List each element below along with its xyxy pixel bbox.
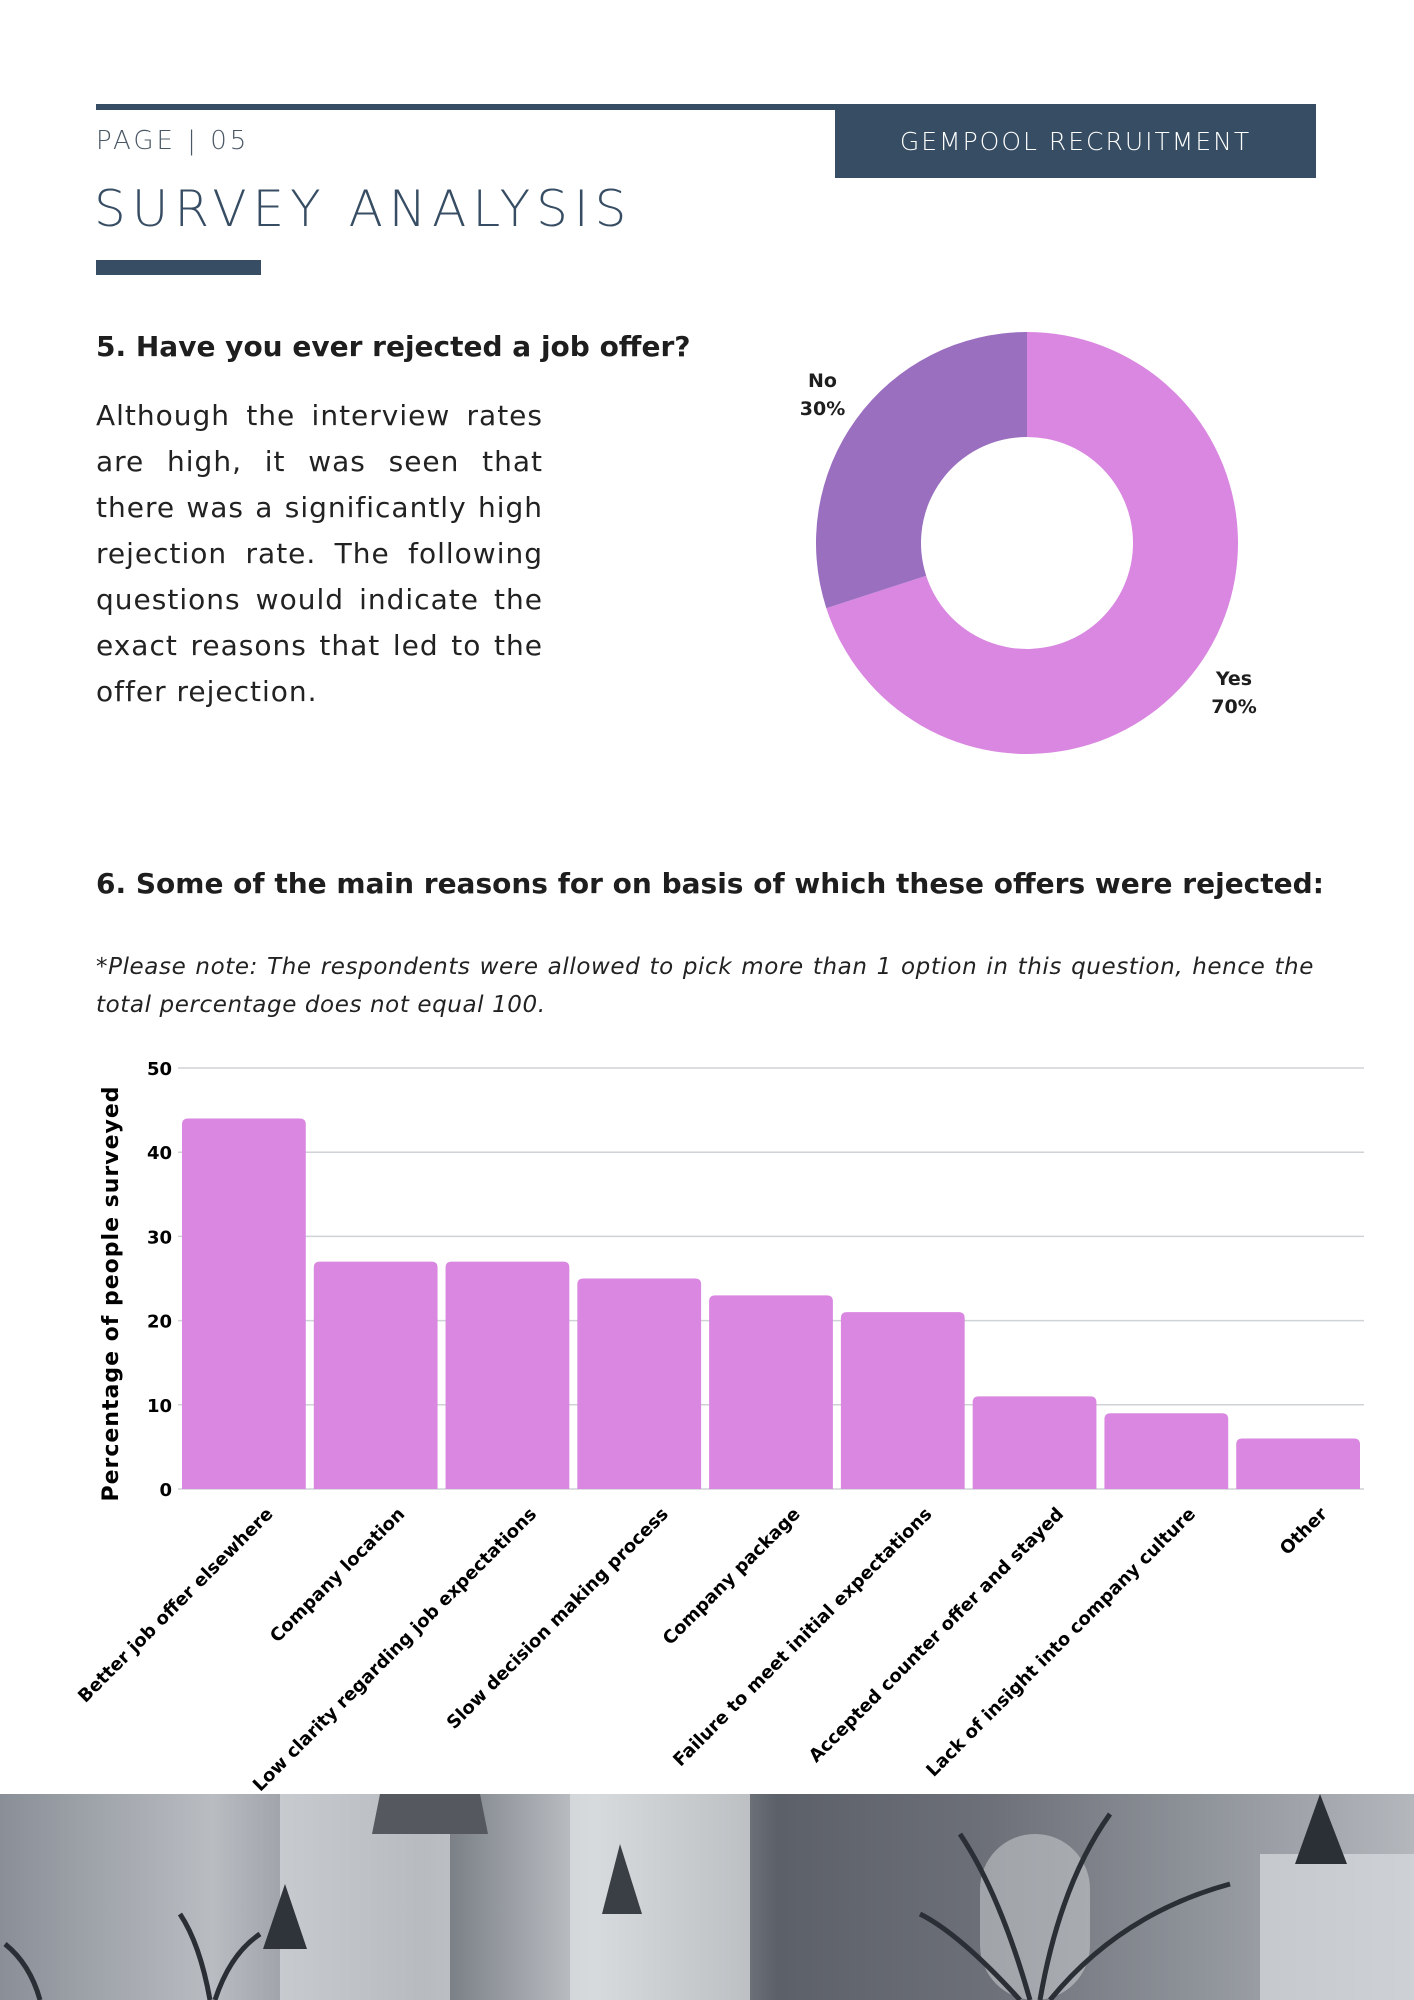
bar	[1236, 1438, 1360, 1489]
y-tick-label: 0	[159, 1480, 172, 1501]
bar	[840, 1312, 965, 1489]
donut-chart	[816, 332, 1238, 754]
slice-value: 30%	[799, 398, 846, 420]
bar	[182, 1118, 306, 1489]
bar	[445, 1261, 570, 1489]
bar	[1104, 1413, 1229, 1489]
y-axis-label: Percentage of people surveyed	[99, 1085, 124, 1501]
slice-name: No	[808, 370, 837, 392]
slice-name: Yes	[1215, 668, 1253, 690]
slice-value: 70%	[1211, 696, 1257, 718]
brand-banner: GEMPOOL RECRUITMENT	[835, 104, 1316, 178]
question-5-heading: 5. Have you ever rejected a job offer?	[96, 330, 691, 363]
y-tick-label: 50	[147, 1059, 172, 1080]
bar	[972, 1396, 1097, 1489]
x-tick-label: Accepted counter offer and stayed	[805, 1504, 1068, 1767]
bar-chart: 0 10 20 30 40 50 Percentage of people surveyed…	[74, 1059, 1364, 1796]
slice-label-no: No 30%	[790, 367, 855, 423]
x-tick-label: Better job offer elsewhere	[74, 1504, 277, 1707]
donut-slice-no	[816, 332, 1027, 609]
title-underline	[96, 260, 261, 275]
x-tick-label: Failure to meet initial expectations	[669, 1504, 936, 1771]
x-tick-label: Other	[1276, 1504, 1332, 1560]
x-tick-label: Low clarity regarding job expectations	[249, 1504, 541, 1796]
page-title: SURVEY ANALYSIS	[94, 180, 633, 238]
x-tick-label: Company location	[266, 1504, 409, 1647]
y-tick-label: 40	[147, 1143, 172, 1164]
y-tick-label: 10	[147, 1396, 172, 1417]
x-tick-label: Lack of insight into company culture	[922, 1504, 1200, 1782]
bar	[709, 1295, 833, 1489]
donut-slice-yes	[826, 332, 1238, 754]
y-tick-label: 30	[147, 1227, 172, 1248]
page-number: PAGE | 05	[96, 126, 250, 156]
y-tick-label: 20	[147, 1312, 172, 1333]
bar	[313, 1261, 438, 1489]
bar	[577, 1278, 702, 1489]
question-5-paragraph: Although the interview rates are high, i…	[96, 399, 543, 708]
question-6-note: *Please note: The respondents were allow…	[96, 954, 1314, 1018]
question-6-heading: 6. Some of the main reasons for on basis…	[96, 867, 1324, 900]
x-tick-label: Slow decision making process	[443, 1504, 673, 1734]
office-photo-art	[3, 1794, 1414, 2000]
brand-name: GEMPOOL RECRUITMENT	[899, 126, 1252, 156]
office-photo	[0, 1794, 1414, 2000]
header-rule	[96, 104, 1316, 110]
x-tick-label: Company package	[659, 1504, 805, 1650]
slice-label-yes: Yes 70%	[1200, 665, 1268, 721]
